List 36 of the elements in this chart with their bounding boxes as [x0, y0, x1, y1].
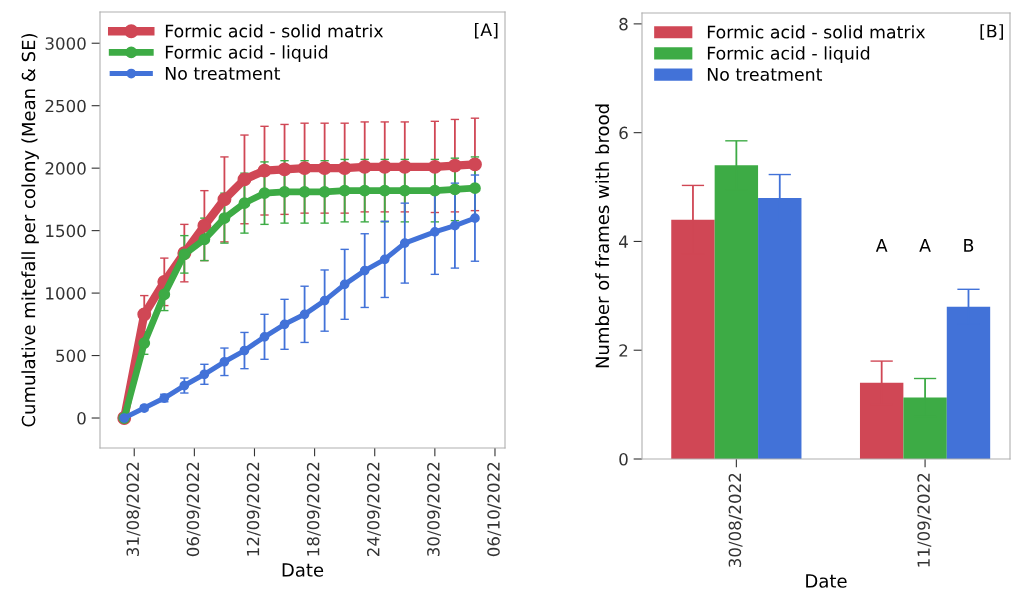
y-axis-title: Cumulative mitefall per colony (Mean & SE)	[21, 33, 39, 427]
annotation: B	[964, 239, 974, 252]
legend-label: Formic acid - solid matrix	[707, 25, 926, 39]
y-tick-label: 8	[619, 17, 628, 31]
x-tick-label: 24/09/2022	[366, 462, 381, 557]
x-tick-label: 12/09/2022	[246, 462, 261, 556]
y-tick-label: 1500	[46, 224, 86, 238]
x-tick-label: 30/08/2022	[728, 473, 743, 567]
annotation: [B]	[980, 24, 1003, 40]
x-axis-title: Date	[282, 563, 324, 577]
legend-label: Formic acid - solid matrix	[165, 24, 384, 38]
annotation: A	[875, 239, 888, 252]
x-tick-label: 30/09/2022	[427, 462, 441, 556]
x-tick-label: 06/10/2022	[487, 462, 502, 557]
y-tick-label: 3000	[45, 37, 86, 50]
y-tick-label: 500	[56, 349, 86, 363]
y-tick-label: 0	[619, 452, 628, 466]
y-tick-label: 2	[619, 344, 628, 357]
y-tick-label: 1000	[46, 287, 86, 300]
x-tick-label: 31/08/2022	[126, 462, 141, 556]
y-axis-title: Number of frames with brood	[595, 104, 610, 368]
y-tick-label: 2500	[45, 99, 86, 113]
y-tick-label: 0	[77, 411, 86, 425]
annotation: A	[919, 239, 931, 252]
y-tick-label: 6	[619, 126, 628, 140]
y-tick-label: 2000	[45, 162, 86, 175]
legend-label: No treatment	[707, 67, 823, 81]
legend-label: Formic acid - liquid	[165, 45, 328, 63]
x-axis-title: Date	[806, 574, 847, 588]
x-tick-label: 06/09/2022	[186, 462, 201, 557]
legend-label: No treatment	[165, 66, 281, 80]
y-tick-label: 4	[619, 235, 628, 248]
x-tick-label: 11/09/2022	[917, 473, 932, 567]
annotation: [A]	[474, 22, 498, 39]
x-tick-label: 18/09/2022	[306, 462, 321, 556]
legend-label: Formic acid - liquid	[707, 46, 870, 64]
